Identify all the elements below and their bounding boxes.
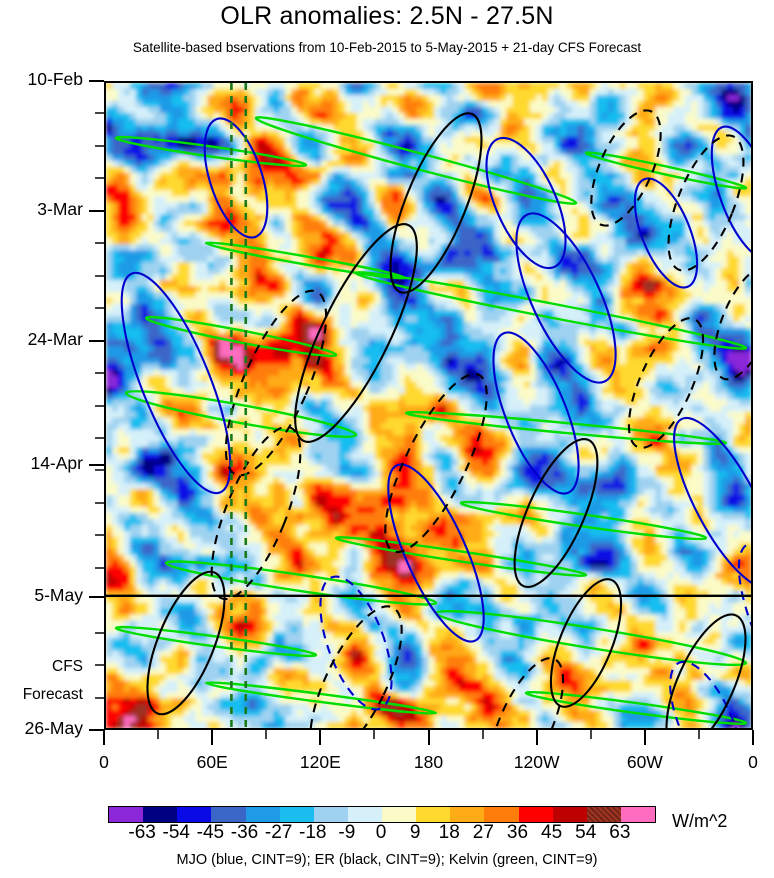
x-axis-tick-minor	[373, 730, 376, 739]
y-axis-tick-minor	[95, 242, 104, 245]
forecast-label-line2: Forecast	[22, 685, 83, 703]
colorbar-tick-label: -54	[162, 822, 190, 843]
x-axis-tick-major	[752, 730, 754, 745]
hovmoller-plot-area[interactable]	[104, 81, 753, 730]
y-axis-tick-major	[89, 464, 104, 467]
colorbar-segment	[279, 807, 314, 822]
colorbar-tick-label: 0	[375, 822, 387, 843]
y-axis-tick-minor	[95, 112, 104, 115]
y-axis-tick-minor	[95, 144, 104, 147]
y-axis-tick-major	[89, 339, 104, 342]
x-axis-label: 60W	[626, 752, 663, 772]
y-axis-tick-major	[89, 80, 104, 82]
y-axis-tick-minor	[95, 534, 104, 537]
reference-lines	[106, 83, 751, 728]
x-axis-tick-major	[103, 730, 105, 745]
x-axis-tick-minor	[481, 730, 484, 739]
colorbar-tick-label: -18	[299, 822, 327, 843]
y-axis-tick-minor	[95, 307, 104, 310]
y-axis-tick-minor	[95, 274, 104, 277]
overlay-legend-caption: MJO (blue, CINT=9); ER (black, CINT=9); …	[176, 852, 598, 868]
colorbar-segment	[347, 807, 382, 822]
y-axis-tick-minor	[95, 469, 104, 472]
x-axis-label: 120E	[299, 752, 341, 772]
colorbar-segment	[552, 807, 587, 822]
y-axis-tick-minor	[95, 177, 104, 180]
colorbar-tick-label: 36	[506, 822, 529, 843]
colorbar-segment	[586, 807, 621, 822]
y-axis-label: 10-Feb	[27, 69, 83, 89]
x-axis-tick-minor	[697, 730, 700, 739]
x-axis-label: 0	[99, 752, 109, 772]
figure-subtitle: Satellite-based bservations from 10-Feb-…	[132, 40, 642, 55]
colorbar-tick-label: 63	[609, 822, 631, 843]
y-axis-tick-minor	[95, 501, 104, 504]
y-axis-tick-minor	[95, 631, 104, 634]
y-axis-label: 24-Mar	[27, 328, 83, 349]
colorbar-segment	[518, 807, 553, 822]
x-axis-tick-minor	[265, 730, 268, 739]
colorbar-segment	[416, 807, 451, 822]
colorbar-segment	[211, 807, 246, 822]
colorbar-segment	[382, 807, 417, 822]
colorbar-segment	[484, 807, 519, 822]
colorbar-segment	[313, 807, 348, 822]
colorbar-tick-label: 27	[472, 822, 494, 843]
colorbar-segment	[245, 807, 280, 822]
x-axis-tick-minor	[589, 730, 592, 739]
colorbar-tick-label: -27	[264, 822, 293, 843]
y-axis-label: 5-May	[34, 584, 83, 605]
x-axis-label: 0	[748, 752, 758, 772]
y-axis-tick-minor	[95, 664, 104, 667]
colorbar-tick-label: -45	[196, 822, 225, 843]
colorbar-segment	[177, 807, 212, 822]
y-axis-tick-major	[89, 729, 104, 731]
y-axis-tick-minor	[95, 372, 104, 375]
colorbar-segment	[450, 807, 485, 822]
page-title: OLR anomalies: 2.5N - 27.5N	[220, 2, 554, 30]
forecast-label-line1: CFS	[52, 658, 83, 676]
x-axis-tick-major	[211, 730, 214, 745]
y-axis-tick-minor	[95, 566, 104, 569]
colorbar-tick-label: 54	[575, 822, 597, 843]
x-axis-tick-major	[643, 730, 646, 745]
x-axis-label: 120W	[513, 752, 560, 772]
colorbar-segment	[620, 807, 655, 822]
x-axis-tick-major	[427, 730, 430, 745]
olr-anomaly-field	[106, 83, 751, 728]
y-axis-tick-minor	[95, 404, 104, 407]
wave-overlays	[114, 109, 751, 728]
colorbar-tick-label: -9	[338, 822, 356, 843]
x-axis-tick-major	[319, 730, 322, 745]
colorbar-tick-label: 18	[438, 822, 460, 843]
colorbar	[108, 806, 656, 823]
x-axis-label: 180	[413, 752, 444, 772]
x-axis-label: 60E	[196, 752, 228, 772]
colorbar-segment	[143, 807, 178, 822]
x-axis-tick-major	[535, 730, 538, 745]
colorbar-tick-label: -63	[128, 822, 156, 843]
colorbar-tick-label: 45	[541, 822, 563, 843]
y-axis-label: 3-Mar	[37, 198, 83, 219]
colorbar-tick-label: 9	[409, 822, 421, 843]
y-axis-tick-minor	[95, 696, 104, 699]
colorbar-tick-label: -36	[230, 822, 259, 843]
colorbar-tick-labels: -63 -54 -45 -36 -27 -18 -9 0 9 18 27 36 45 54 63	[0, 822, 774, 846]
colorbar-units-label: W/m^2	[672, 811, 728, 831]
y-axis-tick-minor	[95, 436, 104, 439]
y-axis-tick-major	[89, 595, 104, 598]
y-axis-label: 14-Apr	[30, 453, 83, 474]
x-axis-tick-minor	[157, 730, 160, 739]
colorbar-segment	[109, 807, 144, 822]
y-axis-label: 26-May	[24, 718, 83, 738]
y-axis-tick-major	[89, 209, 104, 212]
